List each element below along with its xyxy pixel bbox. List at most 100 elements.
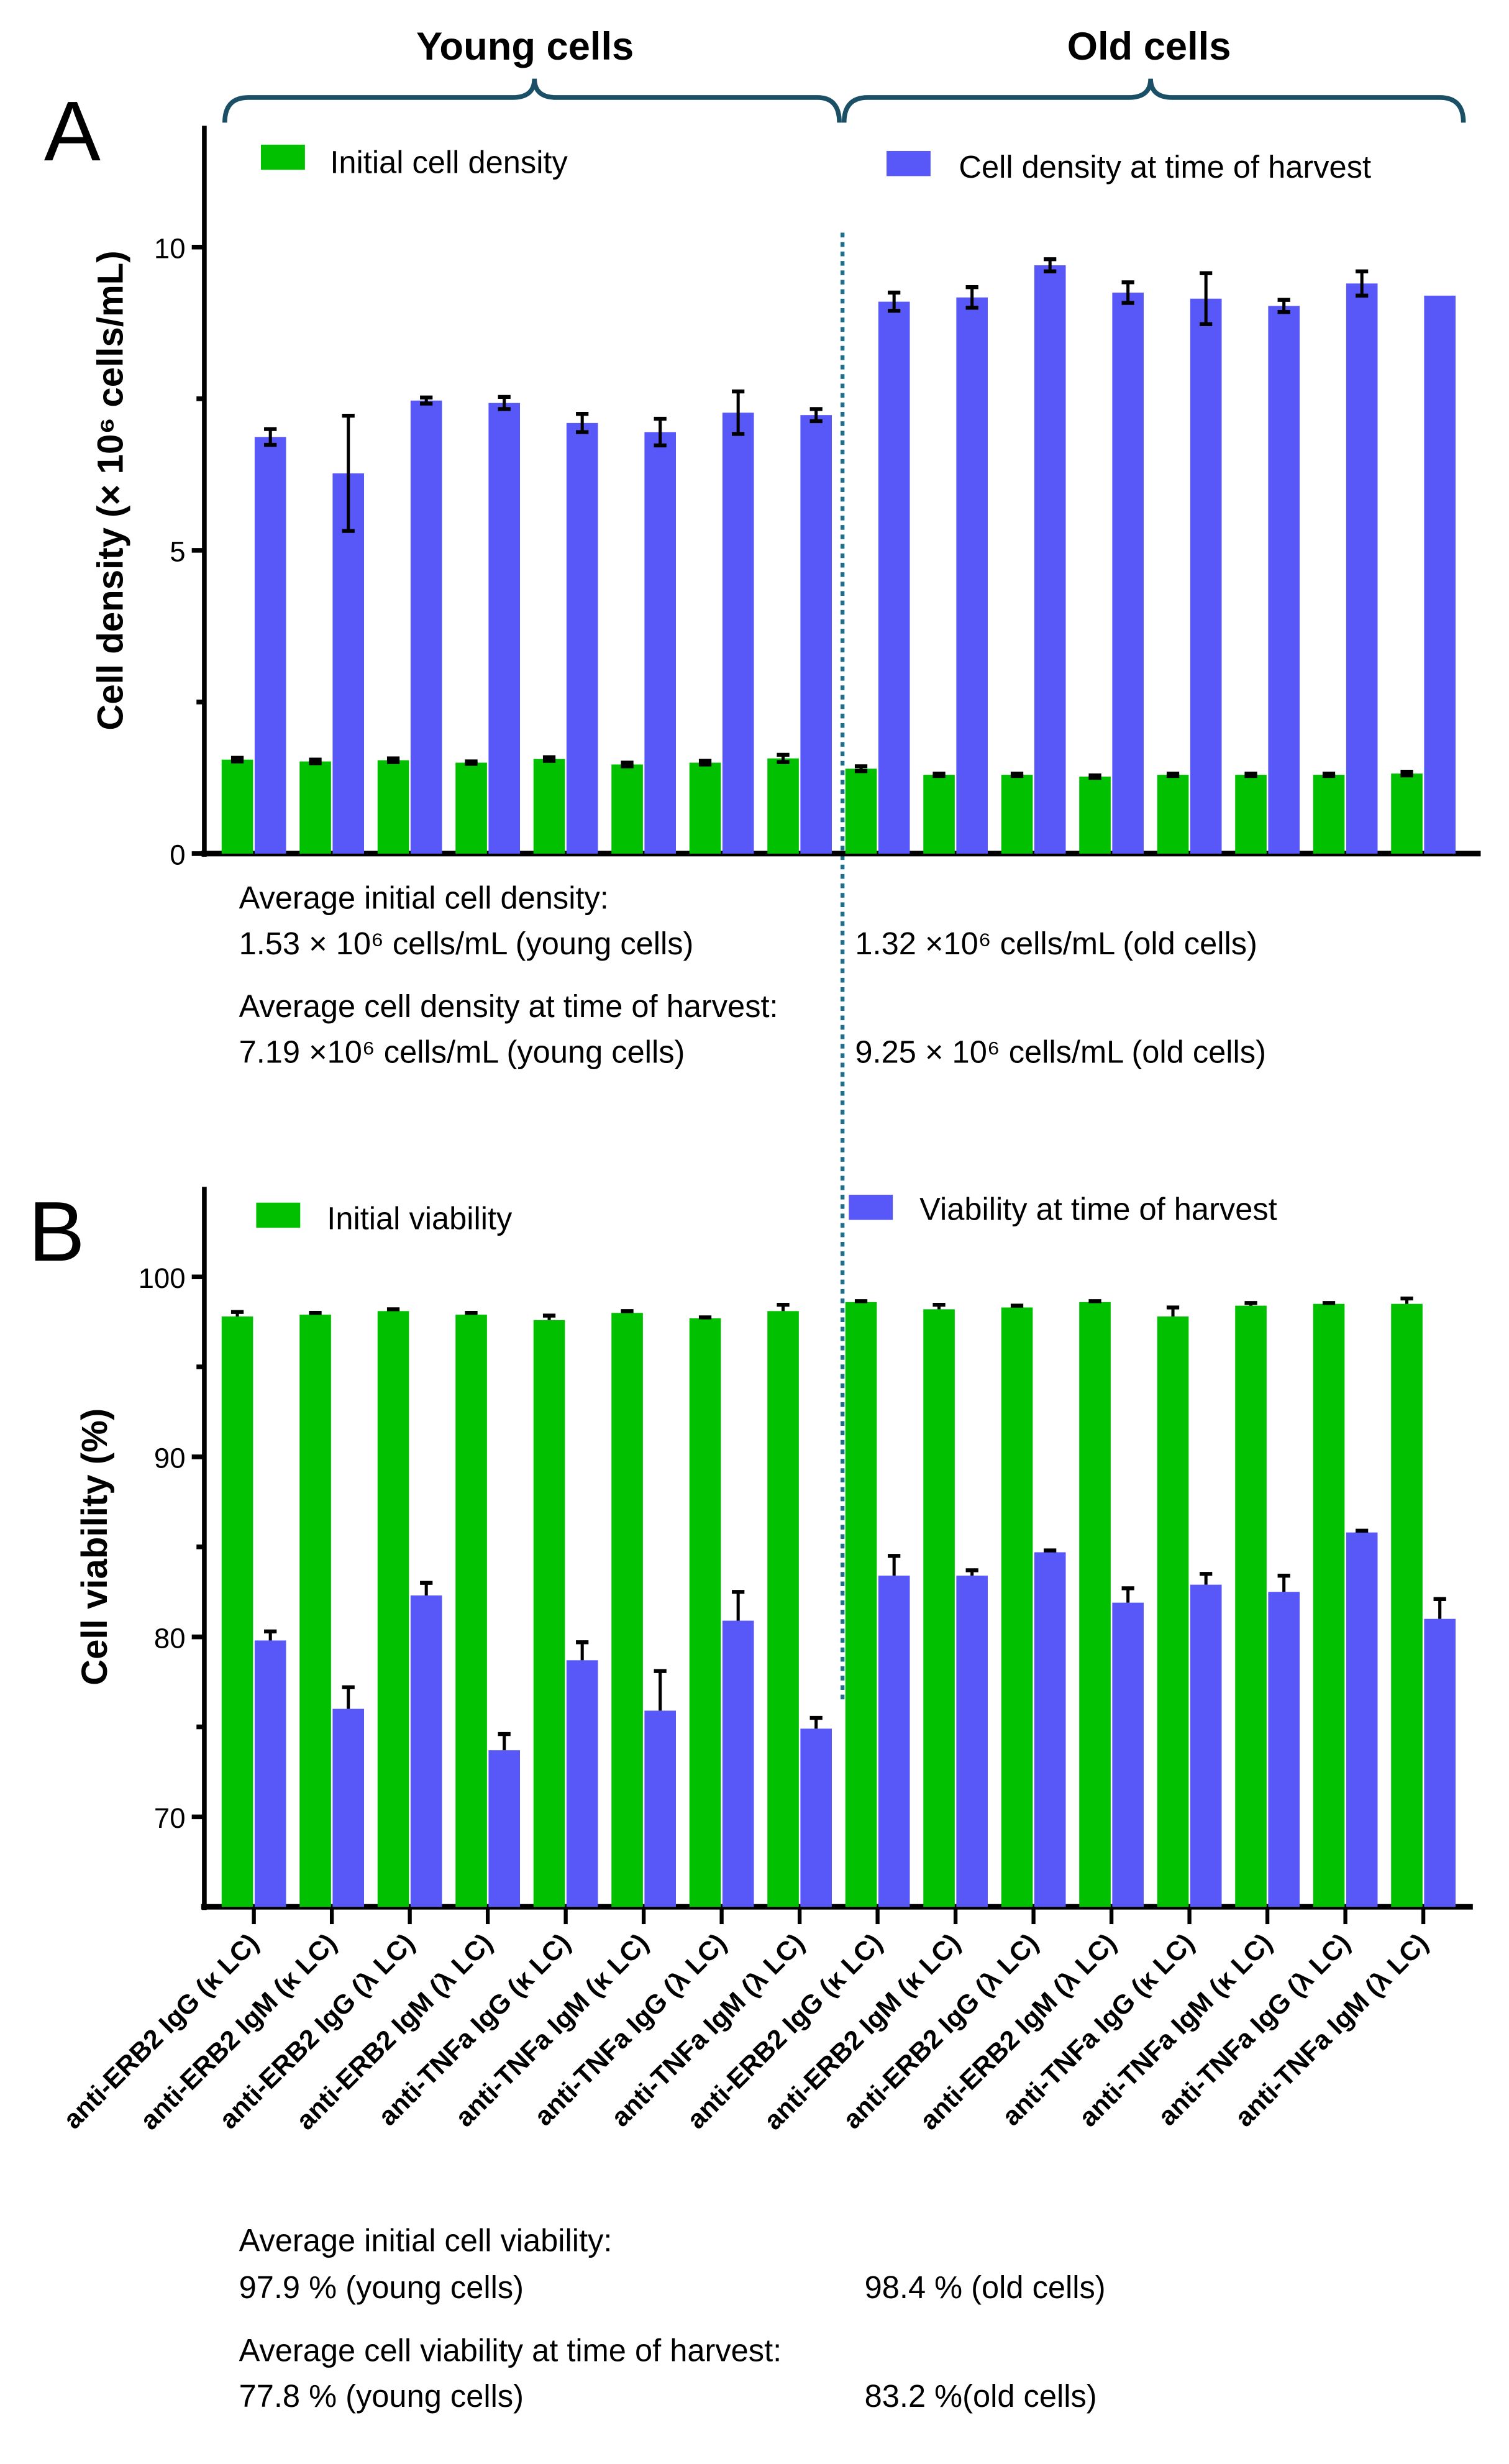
bar-initial	[1313, 1303, 1345, 1907]
bar-initial	[1313, 775, 1345, 854]
bar-initial	[845, 1302, 877, 1907]
annotation-harvest-young: 7.19 ×10⁶ cells/mL (young cells)	[239, 1034, 685, 1069]
bar-initial	[299, 1315, 331, 1907]
bracket-old	[841, 78, 1466, 123]
annotation-harvest-young: 77.8 % (young cells)	[239, 2378, 524, 2414]
annotation-initial-title: Average initial cell density:	[239, 880, 609, 916]
bar-harvest	[1268, 306, 1300, 854]
bar-initial	[767, 758, 799, 854]
bar-initial	[1079, 1302, 1111, 1907]
annotation-initial-title: Average initial cell viability:	[239, 2222, 613, 2258]
bracket-young	[222, 78, 842, 123]
bar-harvest	[644, 432, 676, 854]
bar-harvest	[1034, 265, 1066, 854]
bar-harvest	[488, 403, 520, 854]
annotation-harvest-old: 83.2 %(old cells)	[865, 2378, 1097, 2414]
bar-harvest	[1346, 283, 1378, 854]
annotation-harvest-title: Average cell viability at time of harves…	[239, 2332, 782, 2368]
annotation-initial-young: 97.9 % (young cells)	[239, 2270, 524, 2305]
bar-harvest	[800, 1728, 832, 1907]
bar-initial	[1391, 773, 1423, 854]
bar-harvest	[1034, 1552, 1066, 1907]
bar-initial	[1079, 776, 1111, 854]
legend-label: Initial viability	[327, 1201, 513, 1236]
group-label-young: Young cells	[416, 25, 634, 68]
bar-harvest	[566, 422, 598, 854]
group-label-old: Old cells	[1067, 25, 1231, 68]
bar-harvest	[1190, 1584, 1222, 1907]
bar-initial	[611, 764, 643, 854]
y-axis-label: Cell viability (%)	[75, 1408, 115, 1686]
bar-initial	[533, 1320, 565, 1907]
bar-initial	[1157, 775, 1189, 854]
bar-harvest	[1112, 292, 1144, 854]
annotation-initial-old: 98.4 % (old cells)	[865, 2270, 1106, 2305]
bar-initial	[377, 1311, 409, 1907]
bar-initial	[923, 1309, 955, 1907]
y-tick-label: 70	[154, 1802, 186, 1834]
y-axis-label: Cell density (× 10⁶ cells/mL)	[90, 250, 130, 730]
bar-initial	[455, 1315, 487, 1907]
annotation-harvest-title: Average cell density at time of harvest:	[239, 988, 778, 1024]
bar-initial	[533, 759, 565, 854]
legend-label: Initial cell density	[330, 144, 568, 180]
bar-harvest	[1424, 295, 1456, 854]
bar-initial	[377, 760, 409, 854]
bar-harvest	[1112, 1602, 1144, 1907]
bar-initial	[689, 1318, 721, 1907]
bar-initial	[1001, 1307, 1033, 1907]
bar-initial	[1157, 1316, 1189, 1907]
bar-harvest	[722, 413, 754, 854]
y-tick-label: 80	[154, 1622, 186, 1654]
bar-initial	[1001, 775, 1033, 854]
annotation-initial-old: 1.32 ×10⁶ cells/mL (old cells)	[855, 926, 1257, 961]
bar-initial	[1391, 1303, 1423, 1907]
panel-label-a: A	[44, 83, 101, 178]
bar-initial	[845, 769, 877, 854]
panel-label-b: B	[29, 1184, 85, 1279]
bar-initial	[923, 775, 955, 854]
bar-harvest	[254, 437, 286, 854]
bar-harvest	[1424, 1618, 1456, 1907]
bar-harvest	[956, 297, 988, 854]
y-tick-label: 0	[170, 839, 185, 871]
annotation-initial-young: 1.53 × 10⁶ cells/mL (young cells)	[239, 926, 694, 961]
legend-label: Viability at time of harvest	[919, 1192, 1277, 1227]
legend-swatch	[256, 1202, 301, 1228]
bar-harvest	[800, 415, 832, 854]
legend-swatch	[849, 1195, 893, 1220]
bar-initial	[611, 1313, 643, 1907]
legend-swatch	[887, 150, 931, 176]
bar-harvest	[410, 400, 442, 854]
bar-initial	[689, 762, 721, 854]
bar-harvest	[410, 1595, 442, 1907]
bar-initial	[221, 759, 253, 854]
bar-harvest	[878, 301, 910, 854]
y-tick-label: 90	[154, 1443, 186, 1474]
bar-initial	[455, 762, 487, 854]
bar-initial	[1235, 775, 1267, 854]
bar-initial	[1235, 1305, 1267, 1907]
legend-swatch	[261, 144, 305, 170]
bar-initial	[767, 1311, 799, 1907]
bar-harvest	[1268, 1592, 1300, 1907]
bar-harvest	[488, 1750, 520, 1907]
bar-harvest	[566, 1660, 598, 1907]
bar-harvest	[254, 1640, 286, 1907]
bar-initial	[221, 1316, 253, 1907]
bar-initial	[299, 761, 331, 854]
legend-label: Cell density at time of harvest	[959, 149, 1371, 185]
bar-harvest	[332, 1709, 364, 1907]
bar-harvest	[722, 1620, 754, 1907]
bar-harvest	[956, 1576, 988, 1907]
annotation-harvest-old: 9.25 × 10⁶ cells/mL (old cells)	[855, 1034, 1266, 1069]
bar-harvest	[644, 1710, 676, 1907]
y-tick-label: 5	[170, 536, 185, 568]
bar-harvest	[332, 473, 364, 854]
bar-harvest	[1190, 298, 1222, 854]
bar-harvest	[878, 1576, 910, 1907]
bar-harvest	[1346, 1532, 1378, 1907]
y-tick-label: 100	[139, 1262, 186, 1294]
y-tick-label: 10	[154, 232, 186, 264]
